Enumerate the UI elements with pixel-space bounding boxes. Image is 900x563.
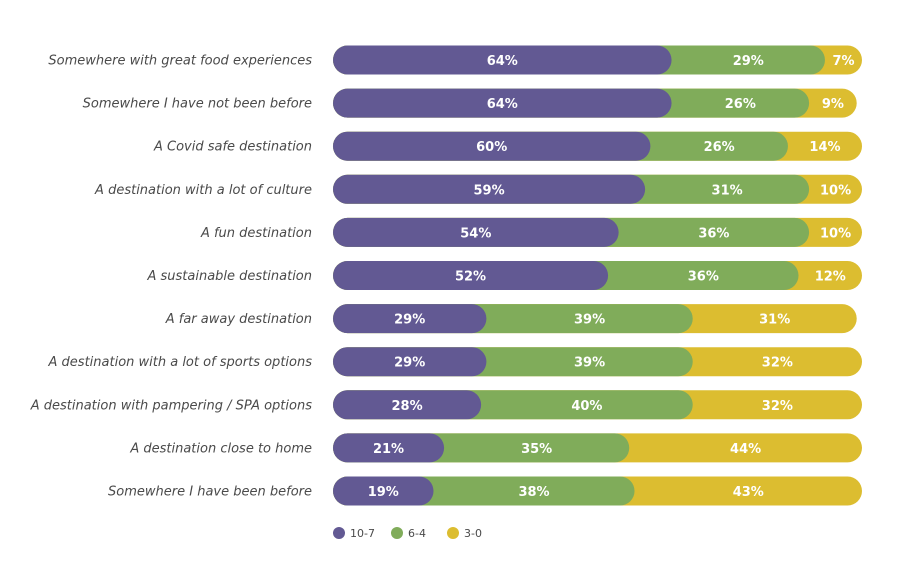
bar-segment-10-7: [333, 88, 672, 118]
legend-label: 3-0: [464, 527, 482, 540]
bar-row: A fun destination 54% 36% 10%: [200, 217, 862, 247]
category-label: A destination close to home: [129, 441, 312, 456]
value-label: 40%: [571, 399, 602, 414]
category-label: A sustainable destination: [146, 269, 312, 284]
value-label: 64%: [487, 54, 518, 69]
category-label: A destination with a lot of sports optio…: [48, 355, 313, 370]
value-label: 31%: [712, 183, 743, 198]
bar-segment-10-7: [333, 476, 434, 506]
value-label: 29%: [733, 54, 764, 69]
category-label: A far away destination: [165, 312, 312, 327]
bar-row: A destination with a lot of culture 59% 31…: [94, 174, 862, 204]
value-label: 26%: [725, 97, 756, 112]
value-label: 10%: [820, 226, 851, 241]
bar-row: A Covid safe destination 60% 26% 14%: [153, 131, 862, 161]
value-label: 29%: [394, 356, 425, 371]
bar-row: A destination with pampering / SPA optio…: [30, 390, 862, 420]
category-label: A Covid safe destination: [153, 140, 312, 155]
bar-row: Somewhere I have not been before 64% 26% 9%: [83, 88, 857, 118]
value-label: 12%: [815, 270, 846, 285]
bar-segment-10-7: [333, 347, 487, 377]
category-label: A fun destination: [200, 226, 312, 241]
category-label: Somewhere I have been before: [108, 485, 312, 500]
legend-item: 3-0: [447, 527, 482, 540]
value-label: 10%: [820, 183, 851, 198]
legend-item: 6-4: [391, 527, 426, 540]
value-label: 35%: [521, 442, 552, 457]
value-label: 32%: [762, 399, 793, 414]
legend-label: 10-7: [350, 527, 375, 540]
value-label: 44%: [730, 442, 761, 457]
value-label: 28%: [391, 399, 422, 414]
legend-label: 6-4: [408, 527, 426, 540]
bar-segment-10-7: [333, 261, 609, 290]
value-label: 39%: [574, 313, 605, 328]
value-label: 43%: [733, 485, 764, 500]
category-label: Somewhere I have not been before: [83, 97, 312, 112]
legend: 10-7 6-4 3-0: [333, 527, 482, 540]
legend-item: 10-7: [333, 527, 375, 540]
value-label: 32%: [762, 356, 793, 371]
value-label: 19%: [368, 485, 399, 500]
value-label: 38%: [518, 485, 549, 500]
category-label: Somewhere with great food experiences: [48, 54, 312, 69]
value-label: 52%: [455, 270, 486, 285]
category-label: A destination with a lot of culture: [94, 183, 312, 198]
bar-row: Somewhere I have been before 19% 38% 43%: [108, 476, 862, 506]
bar-segment-10-7: [333, 433, 445, 463]
bar-row: A far away destination 29% 39% 31%: [165, 304, 857, 334]
bar-row: A destination close to home 21% 35% 44%: [129, 433, 862, 463]
value-label: 29%: [394, 313, 425, 328]
legend-swatch: [333, 527, 345, 539]
value-label: 60%: [476, 140, 507, 155]
legend-swatch: [447, 527, 459, 539]
value-label: 31%: [759, 313, 790, 328]
bar-segment-10-7: [333, 131, 651, 161]
value-label: 64%: [487, 97, 518, 112]
value-label: 36%: [698, 226, 729, 241]
bar-row: A destination with a lot of sports optio…: [48, 347, 862, 377]
bar-segment-10-7: [333, 174, 646, 204]
value-label: 21%: [373, 442, 404, 457]
value-label: 7%: [832, 54, 854, 69]
value-label: 26%: [704, 140, 735, 155]
value-label: 39%: [574, 356, 605, 371]
value-label: 36%: [688, 270, 719, 285]
value-label: 9%: [822, 97, 844, 112]
bar-row: Somewhere with great food experiences 64%…: [48, 45, 862, 75]
bar-rows: Somewhere with great food experiences 64%…: [30, 45, 862, 506]
bar-segment-10-7: [333, 45, 672, 75]
bar-segment-10-7: [333, 304, 487, 334]
category-label: A destination with pampering / SPA optio…: [30, 398, 313, 413]
legend-swatch: [391, 527, 403, 539]
value-label: 59%: [473, 183, 504, 198]
bar-segment-10-7: [333, 390, 482, 420]
value-label: 14%: [809, 140, 840, 155]
bar-row: A sustainable destination 52% 36% 12%: [146, 261, 862, 290]
value-label: 54%: [460, 226, 491, 241]
bar-segment-10-7: [333, 217, 619, 247]
